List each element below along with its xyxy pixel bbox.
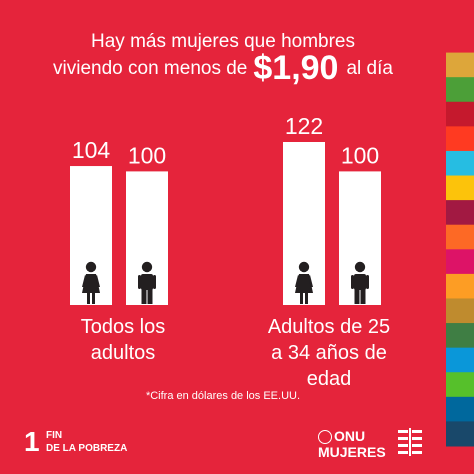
headline-pre: viviendo con menos de (53, 58, 248, 79)
category-label-adults-25-34: Adultos de 25 a 34 años de edad (267, 316, 391, 390)
headline-line-2: viviendo con menos de $1,90 al día (0, 51, 446, 85)
bar-value-label: 100 (341, 142, 379, 168)
sdg-goal-line-1: FIN (46, 430, 63, 441)
sdg-stripe-segment (446, 273, 474, 299)
un-globe-icon (318, 430, 332, 444)
un-women-logo: ONU MUJERES (312, 428, 428, 460)
bar-value-label: 104 (72, 137, 111, 163)
sdg-stripe-segment (446, 52, 474, 78)
sdg-stripe-segment (446, 421, 474, 447)
sdg-stripe-segment (446, 347, 474, 373)
headline-price: $1,90 (253, 49, 339, 87)
sdg-stripe-segment (446, 150, 474, 177)
sdg-stripe-segment (446, 200, 474, 226)
sdg-goal-title: FIN DE LA POBREZA (46, 429, 146, 455)
sdg-stripe-segment (446, 101, 474, 127)
sdg-stripe-segment (446, 28, 474, 54)
sdg-stripe-segment (446, 175, 474, 201)
headline-line-1: Hay más mujeres que hombres (91, 31, 355, 52)
woman-icon (82, 261, 100, 304)
category-label-all-adults: Todos los adultos (80, 316, 166, 364)
sdg-stripe-segment (446, 298, 474, 324)
sdg-stripe-segment (446, 126, 474, 152)
sdg-stripe-segment (446, 77, 474, 103)
sdg-stripe-segment (446, 372, 474, 398)
bar-value-label: 100 (128, 142, 166, 168)
logo-text-bottom: MUJERES (318, 444, 386, 460)
sdg-goal-number: 1 (24, 426, 40, 457)
logo-text-top: ONU (334, 428, 366, 444)
footnote: *Cifra en dólares de los EE.UU. (145, 390, 301, 402)
sdg-stripe-segment (446, 224, 474, 250)
man-icon (138, 261, 156, 304)
sdg-goal-line-2: DE LA POBREZA (46, 443, 128, 454)
sdg-stripe-segment (446, 323, 474, 349)
man-icon (351, 261, 369, 304)
sdg-stripe-segment (446, 396, 474, 422)
headline-post: al día (346, 58, 393, 79)
bar-value-label: 122 (285, 113, 323, 139)
un-women-emblem-icon (398, 428, 422, 456)
woman-icon (295, 261, 313, 304)
sdg-stripe-segment (446, 249, 474, 275)
